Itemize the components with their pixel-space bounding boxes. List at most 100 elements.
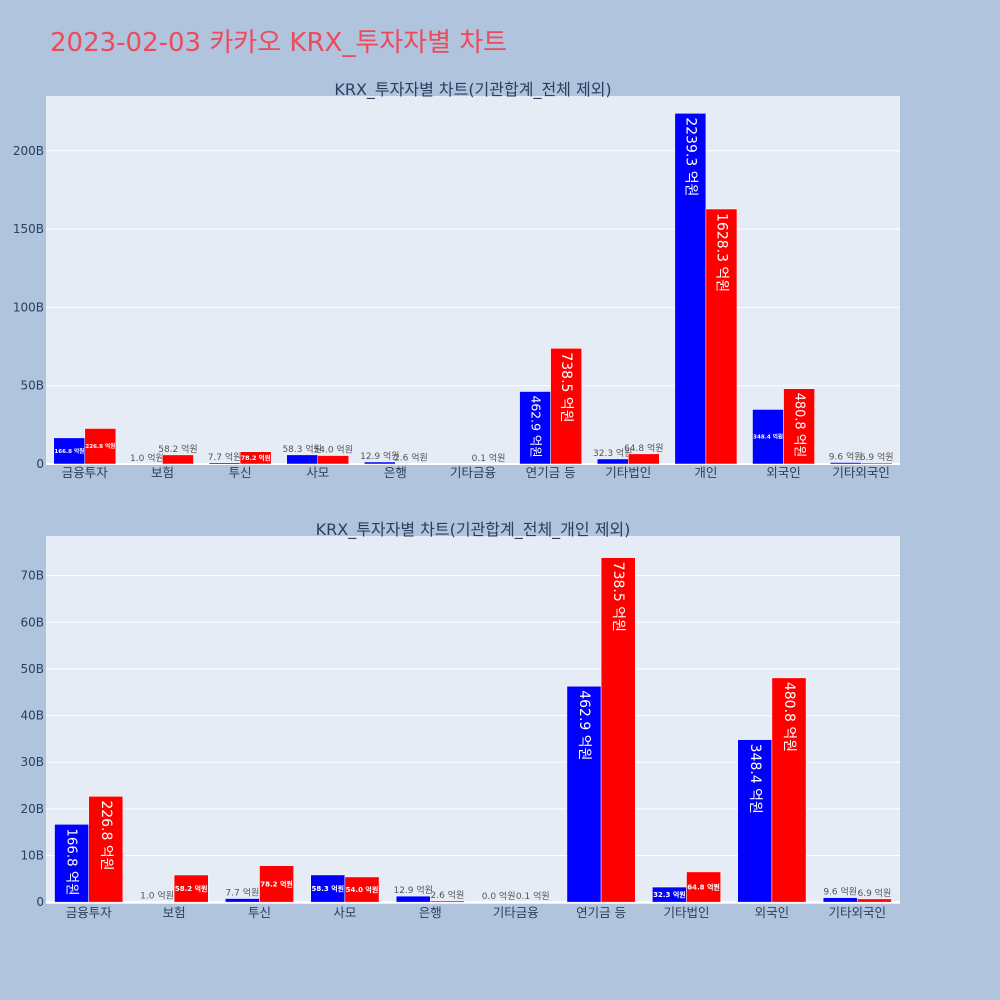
data-label: 54.0 억원 [314,444,353,456]
bar-sell [857,898,892,903]
data-label: 54.0 억원 [346,885,379,894]
y-tick-label: 30B [20,755,44,769]
bar-buy [829,462,862,465]
bar-buy [310,874,346,903]
data-label: 6.9 억원 [858,887,892,899]
x-tick-label: 개인 [694,465,717,480]
bar-sell [783,388,815,465]
bar-buy [752,409,784,465]
bar-sell [600,557,636,903]
bar-buy [225,898,260,903]
x-tick-label: 연기금 등 [576,905,626,920]
bar-sell [430,900,465,903]
y-tick-label: 60B [20,615,44,629]
data-label: 64.8 억원 [687,882,720,891]
bar-buy [286,454,318,465]
bar-sell [550,348,582,465]
y-tick-label: 150B [13,222,44,236]
x-tick-label: 사모 [306,465,329,480]
chart-title: KRX_투자자별 차트(기관합계_전체_개인 제외) [316,520,631,540]
x-tick-label: 투신 [248,905,271,920]
bar-sell [173,874,209,903]
data-label: 58.2 억원 [158,443,197,455]
data-label: 7.7 억원 [208,451,242,463]
data-label: 58.3 억원 [312,884,345,893]
data-label: 0.1 억원 [472,452,506,464]
x-tick-label: 금융투자 [62,465,109,480]
data-label: 348.4 억원 [753,433,783,441]
data-label: 32.3 억원 [593,447,632,459]
bar-sell [317,455,350,465]
data-label: 2.6 억원 [394,452,428,464]
data-label: 0.1 억원 [516,890,550,902]
data-label: 462.9 억원 [576,690,592,760]
y-tick-label: 20B [20,802,44,816]
bar-sell [705,208,738,465]
x-tick-label: 은행 [384,465,407,480]
data-label: 32.3 억원 [653,890,686,899]
data-label: 738.5 억원 [610,562,626,632]
data-label: 78.2 억원 [241,453,271,462]
bar-sell [686,871,721,903]
x-tick-label: 기타법인 [663,905,709,920]
data-label: 58.2 억원 [175,884,208,893]
data-label: 6.9 억원 [860,451,894,463]
data-label: 738.5 억원 [558,352,574,422]
x-tick-label: 사모 [333,905,356,920]
data-label: 226.8 억원 [85,442,115,450]
x-tick-label: 기타법인 [605,465,651,480]
y-tick-label: 50B [20,379,44,393]
bar-sell [259,865,294,903]
bar-sell [239,451,272,465]
bar-sell [162,454,194,465]
y-tick-label: 40B [20,709,44,723]
chart-title: KRX_투자자별 차트(기관합계_전체 제외) [334,80,611,100]
chart-2: 0 10B 20B 30B 40B 50B 60B 70B KRX_투자자별 차트(기관합계_전… [20,520,900,920]
bar-buy [54,824,89,903]
data-label: 2.6 억원 [431,889,465,901]
x-tick-label: 보험 [151,465,174,480]
x-tick-label: 기타금융 [450,465,496,480]
y-tick-label: 0 [36,457,44,471]
bar-buy [519,391,551,465]
bar-sell [771,677,807,903]
x-tick-label: 기타외국인 [832,465,890,480]
data-label: 462.9 억원 [529,396,544,458]
bar-sell [88,796,124,903]
data-label: 480.8 억원 [781,682,797,752]
bar-sell [344,876,380,903]
x-tick-label: 연기금 등 [526,465,576,480]
data-label: 9.6 억원 [823,886,857,898]
data-label: 1628.3 억원 [713,213,729,292]
x-tick-label: 금융투자 [66,905,113,920]
data-label: 0.0 억원 [482,890,516,902]
data-label: 64.8 억원 [624,442,663,454]
y-tick-label: 10B [20,848,44,862]
x-tick-label: 외국인 [766,465,801,480]
bar-buy [395,895,431,903]
chart-1: 0 50B 100B 150B 200B KRX_투자자별 차트(기관합계_전체 제외) 금… [13,80,900,480]
bar-buy [566,685,602,903]
data-label: 12.9 억원 [360,450,399,462]
page-title: 2023-02-03 카카오 KRX_투자자별 차트 [50,28,508,58]
bar-buy [53,437,86,465]
y-tick-label: 50B [20,662,44,676]
data-label: 226.8 억원 [98,800,114,870]
y-tick-label: 0 [36,895,44,909]
bar-sell [84,428,117,465]
y-tick-label: 70B [20,569,44,583]
data-label: 1.0 억원 [130,452,164,464]
x-tick-label: 보험 [163,905,186,920]
bar-buy [596,458,629,465]
x-tick-label: 외국인 [755,905,790,920]
data-label: 480.8 억원 [792,393,807,458]
data-label: 58.3 억원 [282,443,321,455]
data-label: 166.8 억원 [64,828,80,895]
bar-sell [628,453,660,465]
bar-buy [364,461,396,465]
x-tick-label: 은행 [419,905,442,920]
bar-sell [860,462,893,465]
data-label: 1.0 억원 [140,890,174,902]
x-tick-label: 기타외국인 [829,905,887,920]
